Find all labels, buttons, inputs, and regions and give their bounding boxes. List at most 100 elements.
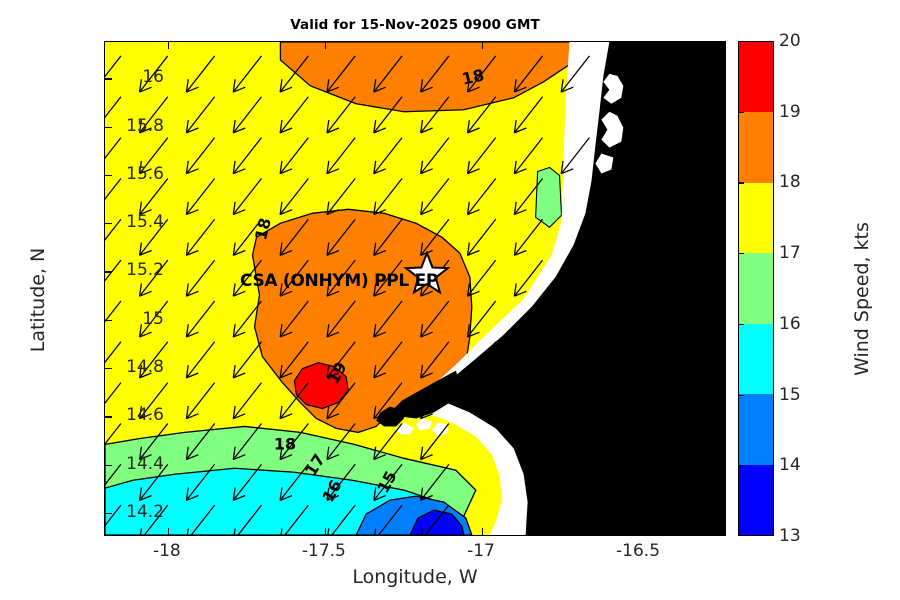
wind-arrow xyxy=(138,178,169,216)
wind-arrow xyxy=(279,178,309,216)
wind-arrow xyxy=(185,423,216,461)
wind-arrow xyxy=(232,96,262,134)
y-tick-mark xyxy=(718,464,725,466)
wind-arrow xyxy=(326,259,356,297)
wind-arrow xyxy=(105,382,122,405)
wind-arrow xyxy=(560,55,590,93)
wind-arrow xyxy=(185,178,216,216)
wind-arrow xyxy=(373,96,403,134)
wind-arrow xyxy=(420,382,450,420)
y-tick-label: 15.2 xyxy=(126,260,164,281)
x-tick-mark xyxy=(481,528,484,535)
wind-arrow xyxy=(466,137,497,175)
colorbar-tick-mark xyxy=(738,323,744,326)
wind-arrow xyxy=(105,137,122,160)
wind-arrow xyxy=(279,218,309,256)
x-tick-mark xyxy=(324,528,327,535)
y-tick-mark xyxy=(718,367,725,370)
wind-arrow xyxy=(513,55,544,93)
colorbar-tick-label: 13 xyxy=(779,526,801,546)
y-tick-mark xyxy=(105,78,112,80)
wind-arrow xyxy=(374,504,403,535)
wind-arrow xyxy=(373,463,403,501)
wind-arrow xyxy=(232,300,262,338)
y-tick-mark xyxy=(718,512,725,515)
wind-arrow xyxy=(466,178,497,216)
site-marker-layer xyxy=(105,42,725,535)
wind-arrow xyxy=(138,55,169,93)
wind-arrow xyxy=(185,300,216,338)
wind-arrow xyxy=(326,178,356,216)
wind-arrow xyxy=(105,178,122,200)
wind-arrow xyxy=(185,96,216,134)
wind-arrow xyxy=(138,382,169,420)
y-tick-mark xyxy=(105,512,112,515)
wind-arrow xyxy=(185,382,216,420)
y-tick-mark xyxy=(718,416,725,418)
y-tick-mark xyxy=(105,416,112,418)
wind-arrow xyxy=(373,178,403,216)
colorbar-tick-label: 14 xyxy=(779,455,801,476)
x-tick-label: -18 xyxy=(152,541,181,561)
wind-arrow xyxy=(139,504,169,535)
wind-arrow xyxy=(280,504,309,535)
wind-arrow xyxy=(138,423,169,461)
y-tick-label: 15.6 xyxy=(126,163,164,184)
y-tick-mark xyxy=(718,78,725,80)
x-tick-label: -17.5 xyxy=(301,541,346,561)
wind-arrow xyxy=(326,137,356,175)
wind-arrow xyxy=(327,504,356,535)
y-tick-mark xyxy=(718,319,725,322)
wind-arrow xyxy=(279,382,309,420)
wind-arrow xyxy=(105,504,122,527)
wind-arrow xyxy=(279,259,309,297)
wind-arrow xyxy=(373,259,403,297)
wind-arrow xyxy=(373,55,403,93)
wind-arrow xyxy=(138,259,169,297)
wind-arrow xyxy=(232,55,262,93)
colorbar-tick-mark xyxy=(738,111,744,113)
y-tick-mark xyxy=(718,126,725,128)
x-axis-title: Longitude, W xyxy=(352,566,478,588)
y-tick-mark xyxy=(105,464,112,466)
wind-arrow xyxy=(279,137,309,175)
colorbar-tick-label: 17 xyxy=(779,243,801,264)
wind-arrow xyxy=(279,96,309,134)
wind-arrow xyxy=(466,341,497,379)
wind-arrow xyxy=(326,463,356,501)
colorbar-tick-mark xyxy=(738,465,744,467)
y-tick-mark xyxy=(105,223,112,225)
y-axis-title: Latitude, N xyxy=(27,247,49,353)
colorbar-tick-label: 20 xyxy=(779,31,801,51)
wind-arrow xyxy=(373,137,403,175)
wind-arrow xyxy=(420,423,450,461)
colorbar-tick-mark xyxy=(738,182,744,184)
y-tick-mark xyxy=(105,319,112,322)
wind-arrow xyxy=(232,423,262,461)
wind-arrow xyxy=(420,463,450,501)
wind-arrow xyxy=(420,96,450,134)
colorbar-title: Wind Speed, kts xyxy=(851,222,873,376)
wind-arrow xyxy=(513,218,544,256)
y-tick-mark xyxy=(105,126,112,128)
wind-arrow xyxy=(326,300,356,338)
colorbar-segment xyxy=(739,394,773,465)
y-tick-label: 14.2 xyxy=(126,501,164,522)
wind-arrow xyxy=(513,137,544,175)
colorbar-tick-mark xyxy=(738,253,744,255)
wind-arrow xyxy=(326,341,356,379)
wind-arrow xyxy=(185,341,216,379)
wind-arrow xyxy=(233,504,262,535)
wind-arrow xyxy=(420,504,450,535)
y-tick-label: 14.8 xyxy=(126,356,164,377)
wind-vector-arrows xyxy=(105,42,725,535)
y-tick-label: 15.8 xyxy=(126,115,164,136)
x-tick-mark xyxy=(167,528,170,535)
contour-label-layer: 18 18 19 18 17 16 15 xyxy=(105,42,725,535)
wind-arrow xyxy=(560,137,590,175)
wind-arrow xyxy=(279,463,309,501)
wind-arrow xyxy=(373,218,403,256)
wind-arrow xyxy=(232,341,262,379)
colorbar-tick-label: 18 xyxy=(779,172,801,193)
